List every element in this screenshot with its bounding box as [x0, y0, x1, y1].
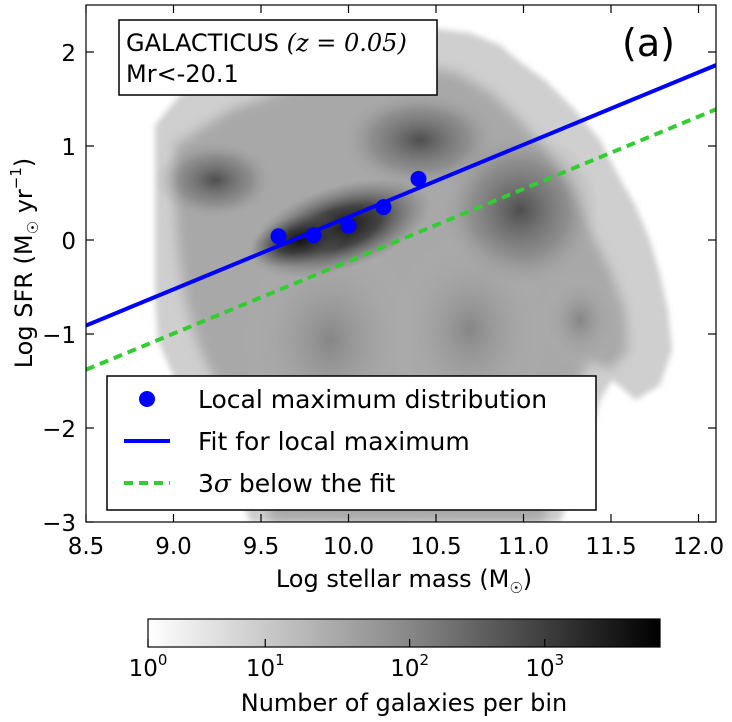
annotation-frame — [118, 19, 438, 96]
x-tick-label: 8.5 — [68, 534, 105, 560]
colorbar-gradient — [147, 618, 661, 648]
colorbar: 100 101 102 103 Number of galaxies per bin — [129, 618, 661, 717]
x-tick-label: 9.5 — [243, 534, 280, 560]
x-tick-label: 12.0 — [673, 534, 724, 560]
data-point — [340, 217, 357, 234]
y-tick-label: 0 — [61, 229, 76, 255]
legend-label-sigma: 3σ below the fit — [198, 469, 396, 498]
legend-label-points: Local maximum distribution — [198, 385, 547, 414]
y-tick-label: −1 — [42, 323, 76, 349]
legend-label-fit: Fit for local maximum — [198, 427, 470, 456]
data-marks — [86, 63, 716, 372]
legend: Local maximum distribution Fit for local… — [106, 375, 597, 511]
colorbar-tick-label: 101 — [246, 651, 285, 682]
y-tick-label: −3 — [42, 511, 76, 537]
fit-line — [86, 63, 716, 328]
colorbar-tick-label: 100 — [129, 651, 168, 682]
x-tick-label: 11.5 — [585, 534, 636, 560]
legend-frame — [106, 375, 597, 511]
y-axis-label: Log SFR (M☉ yr−1) — [7, 158, 42, 369]
x-tick-label: 10.0 — [323, 534, 374, 560]
colorbar-ticks: 100 101 102 103 — [129, 639, 564, 682]
x-tick-label: 11.0 — [498, 534, 549, 560]
y-tick-label: 1 — [61, 135, 76, 161]
axis-ticks: 8.5 9.0 9.5 10.0 10.5 11.0 11.5 12.0 −3 −2 −1 0 1 2 — [42, 5, 724, 560]
x-tick-label: 9.0 — [155, 534, 192, 560]
annotation-line2: Mr<-20.1 — [126, 60, 239, 88]
density-blob — [540, 270, 620, 370]
colorbar-label: Number of galaxies per bin — [241, 689, 568, 717]
legend-dot-marker — [139, 391, 155, 407]
sigma-line — [86, 107, 716, 372]
colorbar-tick-label: 103 — [525, 651, 564, 682]
data-point — [270, 228, 287, 245]
x-tick-label: 10.5 — [410, 534, 461, 560]
x-axis-label: Log stellar mass (M☉) — [276, 565, 532, 597]
density-blob — [155, 140, 275, 220]
colorbar-tick-label: 102 — [390, 651, 429, 682]
data-point — [410, 170, 427, 187]
annotation-box: GALACTICUS (z = 0.05) Mr<-20.1 — [118, 19, 438, 96]
plot-frame — [85, 4, 717, 523]
y-tick-label: −2 — [42, 417, 76, 443]
panel-label: (a) — [622, 21, 675, 65]
y-tick-label: 2 — [61, 41, 76, 67]
annotation-line1: GALACTICUS (z = 0.05) — [126, 29, 407, 57]
